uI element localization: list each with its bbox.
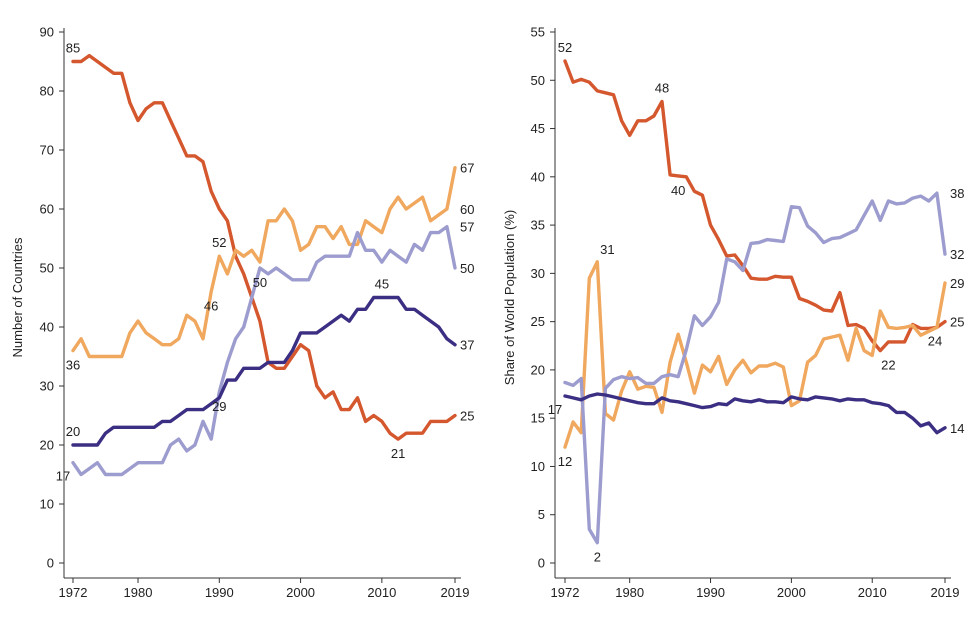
y-tick-label: 45 [531, 121, 545, 136]
y-tick-label: 50 [531, 73, 545, 88]
data-label: 31 [600, 242, 614, 257]
y-tick-label: 40 [40, 320, 54, 335]
y-tick-label: 80 [40, 84, 54, 99]
data-label: 46 [204, 299, 218, 314]
data-label: 12 [558, 454, 572, 469]
data-label: 50 [253, 275, 267, 290]
y-tick-label: 40 [531, 169, 545, 184]
data-label: 38 [950, 186, 964, 201]
series-line-navy [563, 392, 947, 435]
data-label: 85 [66, 41, 80, 56]
data-label: 57 [460, 220, 474, 235]
data-label: 22 [881, 358, 895, 373]
x-tick-label: 2019 [931, 585, 960, 600]
data-label: 29 [212, 399, 226, 414]
series-line-navy [71, 295, 457, 447]
data-label: 29 [950, 276, 964, 291]
data-label: 50 [460, 261, 474, 276]
x-tick-label: 1980 [124, 585, 153, 600]
y-tick-label: 70 [40, 143, 54, 158]
data-label: 48 [655, 81, 669, 96]
y-tick-label: 0 [538, 556, 545, 571]
y-axis-title: Share of World Population (%) [502, 210, 517, 385]
y-tick-label: 0 [47, 556, 54, 571]
data-label: 52 [558, 40, 572, 55]
y-tick-label: 60 [40, 202, 54, 217]
left-panel-countries: 0 10 20 30 40 50 60 70 80 90 1972 1980 1990 2000 2010 2… [10, 25, 474, 601]
x-tick-label: 1990 [205, 585, 234, 600]
data-label: 2 [594, 550, 601, 565]
y-tick-label: 30 [40, 379, 54, 394]
series-line-orange [71, 165, 457, 359]
series-line-red [71, 53, 457, 441]
data-label: 60 [460, 202, 474, 217]
x-tick-label: 1990 [696, 585, 725, 600]
data-label: 37 [460, 338, 474, 353]
x-tick-label: 1972 [59, 585, 88, 600]
x-tick-label: 2000 [777, 585, 806, 600]
y-tick-label: 50 [40, 261, 54, 276]
y-tick-label: 10 [40, 497, 54, 512]
data-label: 14 [950, 421, 964, 436]
y-tick-label: 35 [531, 218, 545, 233]
series-line-lavender [71, 224, 457, 477]
x-tick-label: 1980 [615, 585, 644, 600]
data-label: 32 [950, 247, 964, 262]
data-label: 52 [212, 235, 226, 250]
x-tick-label: 2010 [858, 585, 887, 600]
x-tick-label: 2019 [441, 585, 470, 600]
data-label: 40 [671, 183, 685, 198]
data-label: 25 [950, 315, 964, 330]
data-label: 36 [66, 358, 80, 373]
y-tick-label: 90 [40, 25, 54, 40]
x-tick-label: 1972 [551, 585, 580, 600]
y-tick-label: 20 [40, 438, 54, 453]
data-label: 67 [460, 161, 474, 176]
data-label: 17 [548, 402, 562, 417]
y-tick-label: 15 [531, 411, 545, 426]
data-label: 20 [66, 424, 80, 439]
right-panel-population-share: 0 5 10 15 20 25 30 35 40 45 50 55 1972 1980 1990 2000 20… [502, 25, 964, 601]
series-line-orange [563, 260, 947, 449]
y-tick-label: 20 [531, 362, 545, 377]
y-tick-label: 10 [531, 459, 545, 474]
x-tick-label: 2010 [367, 585, 396, 600]
y-tick-label: 30 [531, 266, 545, 281]
series-line-red [563, 59, 947, 353]
y-tick-label: 5 [538, 507, 545, 522]
y-axis-title: Number of Countries [10, 237, 25, 357]
y-tick-label: 55 [531, 25, 545, 40]
data-label: 17 [56, 469, 70, 484]
data-label: 45 [375, 277, 389, 292]
data-label: 25 [460, 409, 474, 424]
x-tick-label: 2000 [286, 585, 315, 600]
data-label: 21 [391, 446, 405, 461]
series-line-lavender [563, 191, 947, 545]
data-label: 24 [928, 333, 942, 348]
y-tick-label: 25 [531, 314, 545, 329]
